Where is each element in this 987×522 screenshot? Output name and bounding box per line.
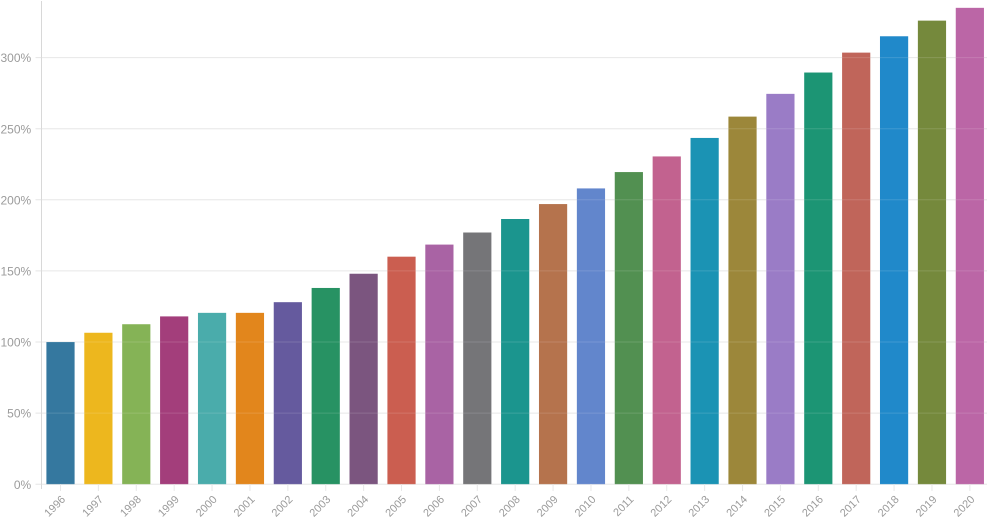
svg-text:50%: 50% — [7, 407, 31, 421]
svg-text:300%: 300% — [0, 51, 31, 65]
svg-text:200%: 200% — [0, 193, 31, 207]
svg-text:100%: 100% — [0, 336, 31, 350]
svg-text:0%: 0% — [14, 478, 32, 492]
svg-text:250%: 250% — [0, 122, 31, 136]
svg-text:150%: 150% — [0, 265, 31, 279]
